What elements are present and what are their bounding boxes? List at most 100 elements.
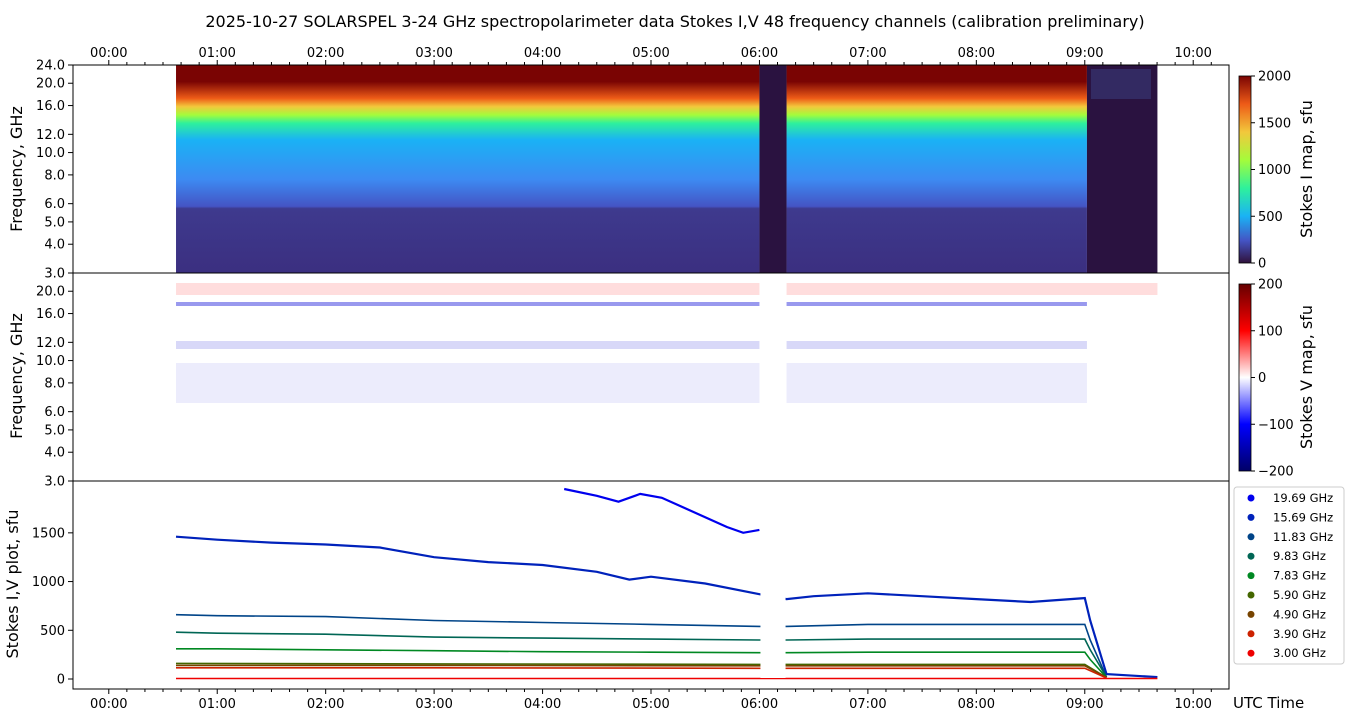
series-line-2 bbox=[175, 535, 1158, 679]
series-line-1 bbox=[563, 487, 760, 534]
axes-group: 00:00 00:00 01:00 01:00 02:00 02:00 03:00 03:00… bbox=[32, 46, 1230, 712]
line-plot-ylabel: Stokes I,V plot, sfu bbox=[3, 510, 22, 659]
stokes-v-band-neg-3 bbox=[176, 363, 1087, 403]
line-series-group bbox=[175, 482, 1158, 680]
freq-tick-label: 6.0 bbox=[44, 405, 65, 420]
y-tick-label: 0 bbox=[57, 673, 65, 688]
top-tick-label: 08:00 bbox=[958, 46, 995, 61]
legend-marker bbox=[1247, 649, 1255, 657]
panel-frame-P bbox=[72, 480, 1230, 690]
bottom-tick-label: 07:00 bbox=[849, 697, 886, 712]
top-tick-label: 07:00 bbox=[849, 46, 886, 61]
y-tick-label: 1000 bbox=[32, 575, 65, 590]
freq-tick-label: 8.0 bbox=[44, 376, 65, 391]
stokes-i-ylabel: Frequency, GHz bbox=[7, 106, 26, 232]
colorbar-tick-label: 2000 bbox=[1258, 70, 1291, 85]
stokes-v-map-panel bbox=[176, 273, 1158, 481]
legend-entry-label: 7.83 GHz bbox=[1273, 569, 1326, 583]
freq-tick-label: 12.0 bbox=[36, 336, 65, 351]
colorbar-tick-label: −200 bbox=[1258, 465, 1294, 480]
stokes-v-colorbar-ticks: 200 100 0 −100 −200 bbox=[1251, 278, 1294, 480]
stokes-i-residual bbox=[1090, 69, 1151, 99]
bottom-tick-label: 06:00 bbox=[741, 697, 778, 712]
freq-tick-label: 10.0 bbox=[36, 146, 65, 161]
stokes-i-segment-1 bbox=[176, 65, 760, 273]
bottom-tick-label: 04:00 bbox=[524, 697, 561, 712]
bottom-tick-label: 09:00 bbox=[1066, 697, 1103, 712]
legend-marker bbox=[1247, 572, 1255, 580]
freq-tick-label: 10.0 bbox=[36, 354, 65, 369]
bottom-tick-label: 03:00 bbox=[415, 697, 452, 712]
stokes-i-colorbar-label: Stokes I map, sfu bbox=[1297, 100, 1316, 238]
colorbar-tick-label: 100 bbox=[1258, 324, 1283, 339]
series-line-3 bbox=[175, 613, 1108, 678]
bottom-tick-label: 01:00 bbox=[198, 697, 235, 712]
legend-marker bbox=[1247, 494, 1255, 502]
freq-tick-label: 3.0 bbox=[44, 267, 65, 282]
line-plot-panel bbox=[175, 482, 1158, 680]
top-tick-label: 04:00 bbox=[524, 46, 561, 61]
top-tick-label: 03:00 bbox=[415, 46, 452, 61]
legend-marker bbox=[1247, 552, 1255, 560]
legend-entry-label: 3.00 GHz bbox=[1273, 646, 1326, 660]
legend-entry-label: 11.83 GHz bbox=[1273, 530, 1333, 544]
legend-entry-label: 5.90 GHz bbox=[1273, 588, 1326, 602]
colorbar-tick-label: 0 bbox=[1258, 371, 1266, 386]
x-axis-label: UTC Time bbox=[1233, 694, 1304, 712]
stokes-v-colorbar: 200 100 0 −100 −200 Stokes V map, sfu bbox=[1238, 278, 1316, 480]
freq-tick-label: 6.0 bbox=[44, 197, 65, 212]
freq-tick-label: 4.0 bbox=[44, 446, 65, 461]
stokes-i-colorbar-gradient bbox=[1238, 75, 1252, 264]
stokes-v-heatmap bbox=[176, 273, 1158, 481]
freq-tick-label: 12.0 bbox=[36, 128, 65, 143]
bottom-tick-label: 00:00 bbox=[90, 697, 127, 712]
stokes-i-gap-1 bbox=[759, 65, 787, 273]
top-tick-label: 05:00 bbox=[632, 46, 669, 61]
freq-tick-label: 20.0 bbox=[36, 285, 65, 300]
stokes-i-colorbar: 2000 1500 1000 500 0 Stokes I map, sfu bbox=[1238, 70, 1316, 272]
freq-tick-label: 20.0 bbox=[36, 77, 65, 92]
legend-marker bbox=[1247, 591, 1255, 599]
colorbar-tick-label: 0 bbox=[1258, 257, 1266, 272]
legend-entry-label: 9.83 GHz bbox=[1273, 549, 1326, 563]
stokes-i-segment-2 bbox=[786, 65, 1087, 273]
legend: 19.69 GHz 15.69 GHz 11.83 GHz 9.83 GHz 7.83 … bbox=[1233, 486, 1345, 665]
freq-tick-label: 3.0 bbox=[44, 475, 65, 490]
freq-tick-label: 16.0 bbox=[36, 307, 65, 322]
chart-title: 2025-10-27 SOLARSPEL 3-24 GHz spectropol… bbox=[205, 12, 1144, 31]
stokes-i-heatmap bbox=[176, 65, 1158, 273]
stokes-v-colorbar-gradient bbox=[1238, 283, 1252, 472]
stokes-v-gap bbox=[759, 273, 787, 481]
bottom-tick-label: 05:00 bbox=[632, 697, 669, 712]
line-plot-gap bbox=[760, 482, 786, 678]
top-tick-label: 00:00 bbox=[90, 46, 127, 61]
top-tick-label: 01:00 bbox=[198, 46, 235, 61]
series-line-5 bbox=[176, 648, 1108, 679]
top-tick-label: 09:00 bbox=[1066, 46, 1103, 61]
legend-marker bbox=[1247, 630, 1255, 638]
colorbar-tick-label: 500 bbox=[1258, 210, 1283, 225]
top-tick-label: 02:00 bbox=[307, 46, 344, 61]
stokes-v-band-neg-2 bbox=[176, 341, 1087, 349]
colorbar-tick-label: 1500 bbox=[1258, 116, 1291, 131]
stokes-v-band-pos bbox=[176, 283, 1158, 295]
colorbar-tick-label: −100 bbox=[1258, 418, 1294, 433]
freq-tick-label: 8.0 bbox=[44, 168, 65, 183]
legend-marker bbox=[1247, 610, 1255, 618]
freq-tick-label: 24.0 bbox=[36, 59, 65, 74]
stokes-v-ylabel: Frequency, GHz bbox=[7, 313, 26, 439]
stokes-v-band-neg-1 bbox=[176, 302, 1087, 306]
series-line-4 bbox=[175, 631, 1108, 678]
series-line-8 bbox=[176, 667, 1107, 679]
legend-marker bbox=[1247, 513, 1255, 521]
legend-marker bbox=[1247, 533, 1255, 541]
freq-tick-label: 5.0 bbox=[44, 215, 65, 230]
y-tick-label: 1500 bbox=[32, 526, 65, 541]
stokes-i-gap-2 bbox=[1086, 65, 1158, 273]
legend-entry-label: 4.90 GHz bbox=[1273, 607, 1326, 621]
y-tick-label: 500 bbox=[40, 624, 65, 639]
bottom-tick-label: 10:00 bbox=[1174, 697, 1211, 712]
colorbar-tick-label: 200 bbox=[1258, 278, 1283, 293]
stokes-v-colorbar-label: Stokes V map, sfu bbox=[1297, 305, 1316, 449]
